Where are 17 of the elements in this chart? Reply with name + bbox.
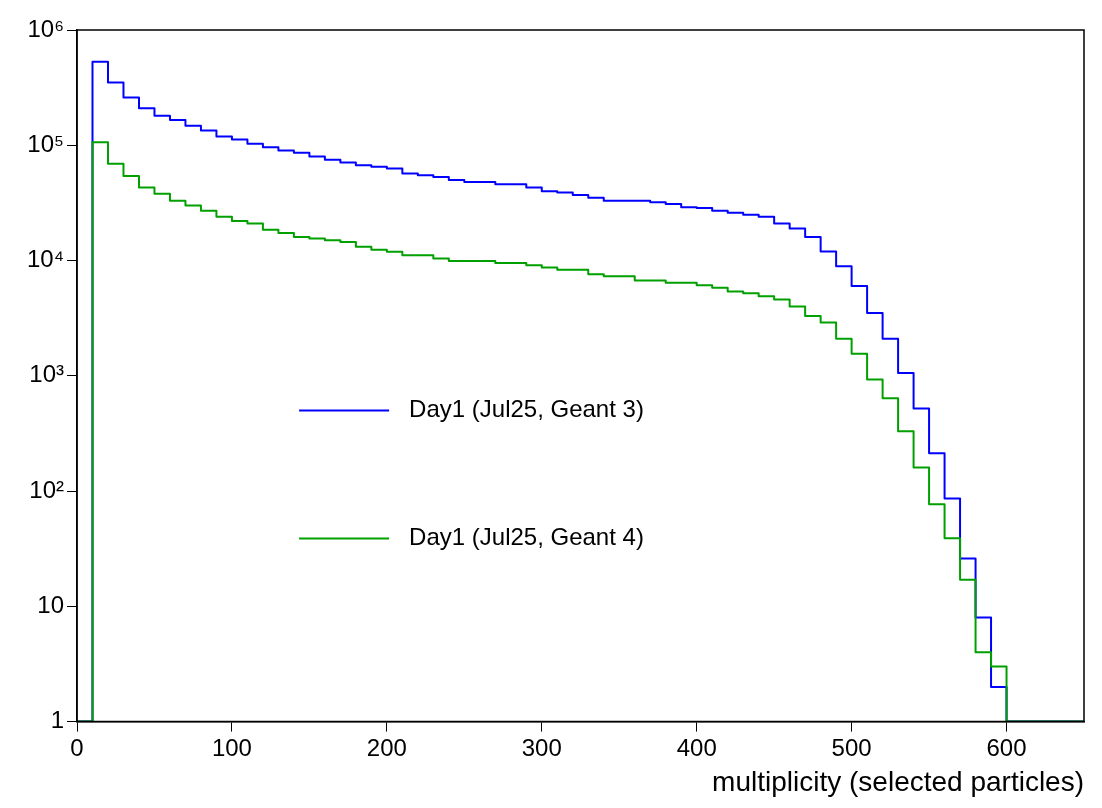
x-tick-label: 500 — [831, 733, 872, 761]
y-tick-label: 1 — [50, 706, 65, 734]
x-tick-label: 600 — [986, 733, 1027, 761]
x-tick-label: 300 — [521, 733, 562, 761]
y-tick-label: 10⁵ — [27, 129, 65, 157]
x-tick-label: 0 — [70, 733, 84, 761]
x-tick-label: 400 — [676, 733, 717, 761]
legend-label: Day1 (Jul25, Geant 3) — [409, 395, 644, 423]
y-tick-label: 10⁴ — [26, 245, 65, 273]
y-tick-label: 10² — [29, 475, 65, 503]
y-tick-label: 10³ — [29, 360, 65, 388]
y-tick-label: 10 — [37, 590, 65, 618]
x-tick-label: 200 — [366, 733, 407, 761]
x-axis-title: multiplicity (selected particles) — [712, 765, 1084, 797]
x-tick-label: 100 — [211, 733, 252, 761]
legend-label: Day1 (Jul25, Geant 4) — [409, 523, 644, 551]
y-tick-label: 10⁶ — [27, 14, 65, 42]
